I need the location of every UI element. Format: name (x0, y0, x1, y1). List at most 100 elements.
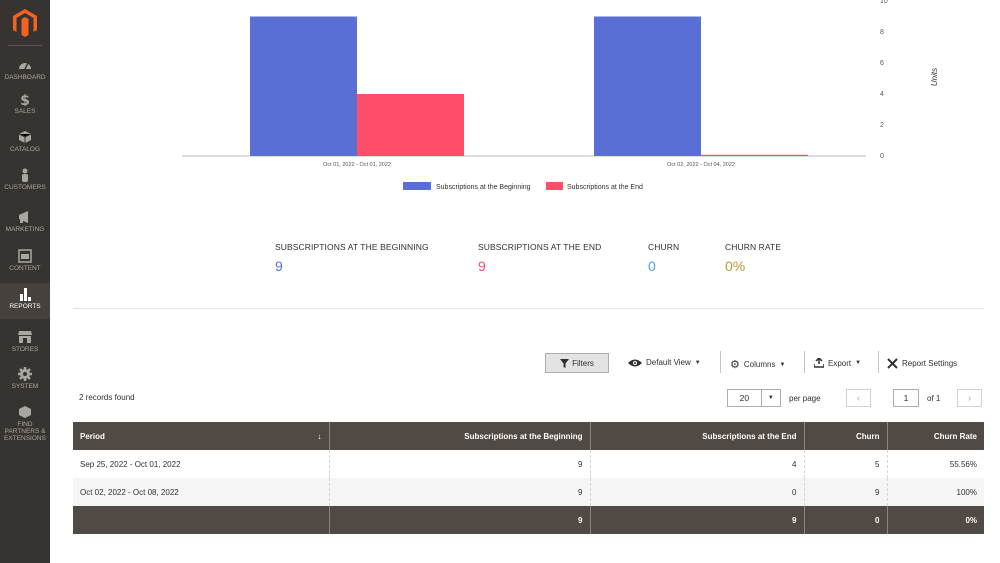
sidebar-item-label: FIND PARTNERS & EXTENSIONS (4, 421, 46, 442)
sort-arrow-icon: ↓ (317, 431, 322, 441)
records-found: 2 records found (79, 393, 135, 402)
sidebar-item-label: CATALOG (9, 146, 41, 153)
bar-end[interactable] (357, 94, 464, 156)
cell-churn-rate: 55.56% (886, 450, 984, 478)
per-page-value: 20 (739, 393, 750, 403)
column-header-churn-rate[interactable]: Churn Rate (886, 422, 984, 450)
legend-swatch-beginning (403, 182, 431, 190)
legend-label-beginning: Subscriptions at the Beginning (436, 184, 531, 191)
cell-period: Sep 25, 2022 - Oct 01, 2022 (80, 459, 181, 469)
column-header-beginning[interactable]: Subscriptions at the Beginning (328, 422, 590, 450)
sidebar-item-reports[interactable]: REPORTS (0, 283, 50, 319)
sidebar-item-label: STORES (11, 346, 39, 353)
sidebar-item-catalog[interactable]: CATALOG (0, 130, 50, 153)
total-end: 9 (589, 506, 804, 534)
magento-logo-icon[interactable] (13, 9, 37, 37)
person-icon (22, 168, 28, 182)
bar-beginning[interactable] (594, 16, 701, 157)
sidebar-item-label: MARKETING (5, 226, 45, 233)
export-icon (814, 358, 824, 368)
summary-label: CHURN (648, 242, 680, 252)
y-tick-label: 4 (880, 91, 884, 98)
chevron-left-icon: ‹ (856, 392, 861, 404)
cell-churn: 9 (803, 478, 887, 506)
column-header-end[interactable]: Subscriptions at the End (589, 422, 804, 450)
toolbar-divider (720, 351, 721, 373)
column-header-churn[interactable]: Churn (803, 422, 887, 450)
column-header-period[interactable]: Period ↓ (73, 422, 329, 450)
cell-beginning: 9 (328, 450, 590, 478)
sidebar-item-label: SYSTEM (11, 383, 39, 390)
sidebar-item-content[interactable]: CONTENT (0, 249, 50, 272)
summary-churn-rate: CHURN RATE 0% (725, 242, 781, 274)
sidebar-item-dashboard[interactable]: DASHBOARD (0, 58, 50, 81)
y-tick-label: 6 (880, 60, 884, 67)
churn-bar-chart: 0 2 4 6 8 10 Oct 01, 2022 - Oct 01, 2022 Oct 0… (182, 0, 939, 191)
caret-down-icon[interactable]: ▼ (760, 390, 780, 406)
sidebar-item-system[interactable]: SYSTEM (0, 367, 50, 390)
prev-page-button[interactable]: ‹ (846, 389, 871, 407)
default-view-dropdown[interactable]: Default View ▼ (628, 358, 701, 367)
export-dropdown[interactable]: Export ▼ (814, 358, 861, 368)
summary-end: SUBSCRIPTIONS AT THE END 9 (478, 242, 601, 274)
cell-churn-rate: 100% (886, 478, 984, 506)
bar-end[interactable] (701, 154, 808, 156)
legend-label-end: Subscriptions at the End (567, 184, 643, 191)
x-tick-label: Oct 02, 2022 - Oct 04, 2022 (667, 162, 735, 168)
summary-churn: CHURN 0 (648, 242, 679, 274)
per-page-label: per page (789, 394, 821, 403)
columns-dropdown[interactable]: ⚙ Columns ▼ (730, 358, 785, 371)
megaphone-icon (19, 211, 28, 223)
report-grid: Period ↓ Subscriptions at the Beginning … (73, 422, 984, 534)
caret-down-icon: ▼ (694, 359, 701, 366)
summary-value: 0% (725, 258, 746, 274)
totals-row: 9 9 0 0% (73, 506, 984, 534)
bar-chart-icon (20, 288, 31, 301)
y-tick-label: 0 (880, 153, 884, 160)
y-tick-label: 8 (880, 29, 884, 36)
y-axis-label: Units (930, 68, 939, 86)
cell-period: Oct 02, 2022 - Oct 08, 2022 (73, 478, 329, 506)
summary-label: SUBSCRIPTIONS AT THE BEGINNING (275, 242, 429, 252)
grid-header-row: Period ↓ Subscriptions at the Beginning … (73, 422, 984, 450)
sidebar-item-customers[interactable]: CUSTOMERS (0, 168, 50, 191)
sidebar-item-find-partners[interactable]: FIND PARTNERS & EXTENSIONS (0, 405, 50, 442)
filters-button[interactable]: Filters (545, 353, 609, 373)
total-churn-rate: 0% (886, 506, 984, 534)
eye-icon (628, 359, 642, 366)
sidebar-item-sales[interactable]: $ SALES (0, 92, 50, 115)
box-icon (18, 131, 32, 143)
cell-end: 4 (589, 450, 804, 478)
layout-icon (18, 249, 32, 263)
store-icon (18, 331, 32, 343)
columns-label: Columns (743, 360, 776, 369)
y-tick-label: 2 (880, 122, 884, 129)
y-tick-label: 10 (880, 0, 888, 5)
gear-icon: ⚙ (730, 359, 740, 371)
summary-value: 9 (275, 258, 283, 274)
section-divider (73, 308, 984, 309)
admin-sidebar: DASHBOARD $ SALES CATALOG CUSTOMERS MARK… (0, 0, 50, 563)
report-settings-button[interactable]: Report Settings (887, 358, 957, 369)
page-input[interactable]: 1 (893, 389, 919, 407)
default-view-label: Default View (646, 358, 691, 367)
bar-beginning[interactable] (250, 16, 357, 157)
sidebar-item-marketing[interactable]: MARKETING (0, 210, 50, 233)
chevron-right-icon: › (967, 392, 972, 404)
legend-swatch-end (546, 182, 563, 190)
filters-label: Filters (572, 358, 594, 368)
cell-churn: 5 (803, 450, 887, 478)
export-label: Export (828, 358, 852, 368)
sidebar-item-label: CUSTOMERS (4, 184, 46, 191)
sidebar-item-label: CONTENT (9, 265, 41, 272)
caret-down-icon: ▼ (855, 360, 862, 366)
total-churn: 0 (803, 506, 887, 534)
sidebar-item-stores[interactable]: STORES (0, 330, 50, 353)
per-page-select[interactable]: 20 ▼ (727, 389, 781, 407)
svg-text:$: $ (20, 93, 30, 106)
next-page-button[interactable]: › (957, 389, 982, 407)
cell-beginning: 9 (328, 478, 590, 506)
page-count: of 1 (927, 394, 941, 403)
wrench-icon (887, 358, 898, 369)
sidebar-divider (8, 45, 42, 46)
